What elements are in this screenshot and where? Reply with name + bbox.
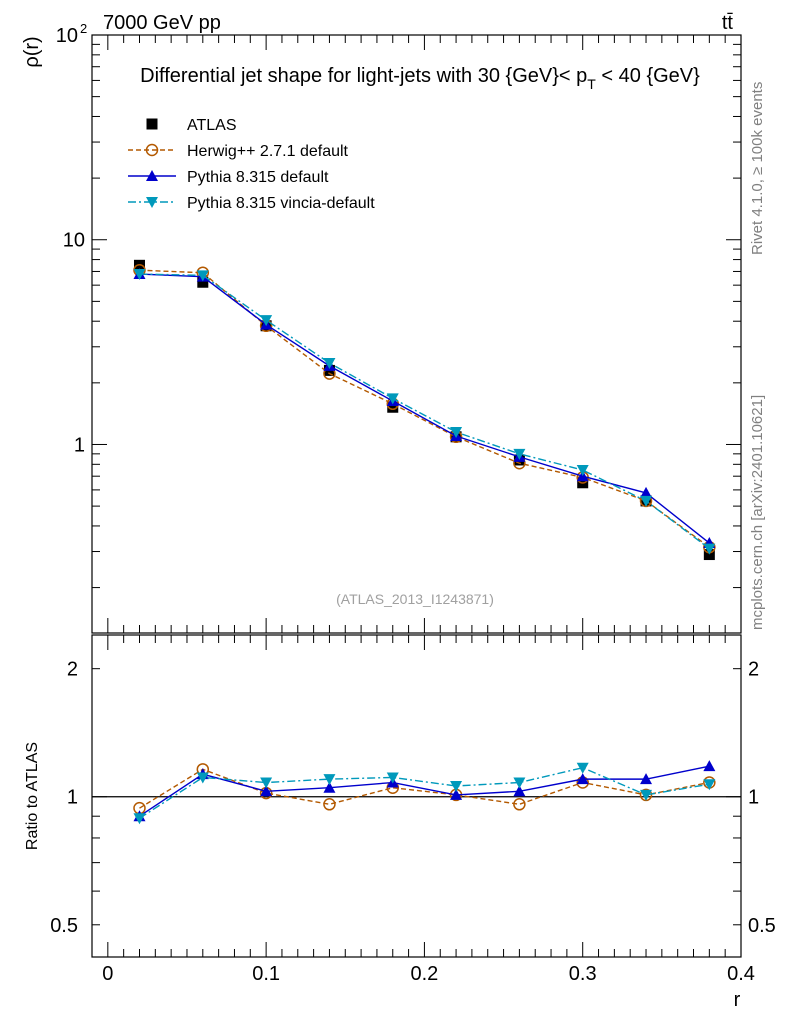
energy-label: 7000 GeV pp [103, 12, 221, 34]
x-tick-label: 0.4 [727, 963, 755, 985]
main-axis-ticks [92, 34, 742, 633]
x-tick-label: 0.2 [411, 963, 439, 985]
analysis-watermark: (ATLAS_2013_I1243871) [336, 591, 494, 607]
data-point-vincia [576, 762, 589, 774]
data-point-herwig [323, 798, 336, 811]
ratio-y-axis-label: Ratio to ATLAS [24, 742, 41, 850]
x-tick-label: 0.3 [569, 963, 597, 985]
data-point-vincia [640, 789, 653, 801]
rivet-label: Rivet 4.1.0, ≥ 100k events [749, 82, 766, 255]
legend-label: Herwig++ 2.7.1 default [187, 143, 349, 160]
x-tick-label: 0 [102, 963, 113, 985]
source-label: mcplots.cern.ch [arXiv:2401.10621] [749, 395, 766, 630]
x-axis-label: r [734, 989, 741, 1011]
data-point-atlas [146, 118, 158, 130]
y-tick-label: 1 [74, 434, 85, 456]
data-point-vincia [133, 269, 146, 281]
series-line-vincia [139, 273, 710, 550]
data-point-pythia [450, 788, 463, 800]
data-point-vincia [386, 393, 399, 405]
data-point-vincia [133, 813, 146, 825]
y-tick-label-right: 1 [748, 787, 759, 809]
data-point-atlas [197, 276, 209, 288]
series-line-herwig [139, 768, 710, 809]
ratio-y-tick-labels: 0.5 0.5 1 1 2 2 [50, 659, 776, 937]
data-point-pythia [640, 486, 653, 498]
data-point-vincia [323, 774, 336, 786]
data-point-atlas [387, 401, 399, 413]
data-point-vincia [260, 315, 273, 327]
main-series-group [133, 259, 716, 561]
data-point-pythia [260, 785, 273, 797]
ratio-series-group [133, 760, 716, 825]
data-point-vincia [260, 777, 273, 789]
series-line-pythia [139, 273, 710, 544]
data-point-vincia [640, 495, 653, 507]
ratio-panel: 0.5 0.51 12 2 0 0.1 0.2 0.3 0.4 Ratio to ATLAS … [24, 634, 776, 1011]
data-point-vincia [323, 358, 336, 370]
data-point-vincia [703, 543, 716, 555]
y-tick-label-right: 0.5 [748, 915, 776, 937]
series-line-pythia [139, 765, 710, 817]
ratio-axis-ticks [92, 635, 742, 957]
data-point-herwig [513, 798, 526, 811]
series-line-vincia [139, 766, 710, 819]
data-point-pythia [146, 170, 158, 181]
process-label: tt̄ [722, 12, 734, 34]
ratio-panel-frame [91, 634, 742, 958]
y-tick-label: 10 [56, 25, 78, 47]
y-tick-label-right: 2 [748, 659, 759, 681]
data-point-pythia [703, 760, 716, 772]
legend-label: Pythia 8.315 default [187, 169, 329, 186]
data-point-pythia [513, 785, 526, 797]
legend: ATLAS Herwig++ 2.7.1 default Pythia 8.315 … [128, 117, 375, 212]
y-tick-label-exponent: 2 [80, 21, 87, 36]
data-point-pythia [323, 781, 336, 793]
data-point-vincia [450, 780, 463, 792]
series-line-herwig [139, 269, 710, 548]
data-point-vincia [513, 777, 526, 789]
data-point-vincia [576, 465, 589, 477]
main-panel-frame [91, 34, 742, 634]
data-point-vincia [196, 270, 209, 282]
y-tick-label: 0.5 [50, 915, 78, 937]
x-tick-label: 0.1 [252, 963, 280, 985]
data-point-vincia [146, 197, 158, 208]
legend-label: Pythia 8.315 vincia-default [187, 195, 375, 212]
data-point-vincia [513, 448, 526, 460]
data-point-vincia [703, 779, 716, 791]
data-point-vincia [196, 772, 209, 784]
data-point-vincia [386, 772, 399, 784]
data-point-pythia [576, 773, 589, 785]
y-tick-label: 10 [63, 230, 85, 252]
y-tick-label: 2 [67, 659, 78, 681]
legend-label: ATLAS [187, 117, 237, 134]
main-y-axis-label: ρ(r) [21, 36, 43, 67]
data-point-vincia [450, 427, 463, 439]
data-point-pythia [640, 773, 653, 785]
chart-title: Differential jet shape for light-jets wi… [140, 65, 700, 92]
y-tick-label: 1 [67, 787, 78, 809]
x-tick-labels: 0 0.1 0.2 0.3 0.4 [102, 963, 755, 985]
data-point-herwig [145, 143, 159, 157]
